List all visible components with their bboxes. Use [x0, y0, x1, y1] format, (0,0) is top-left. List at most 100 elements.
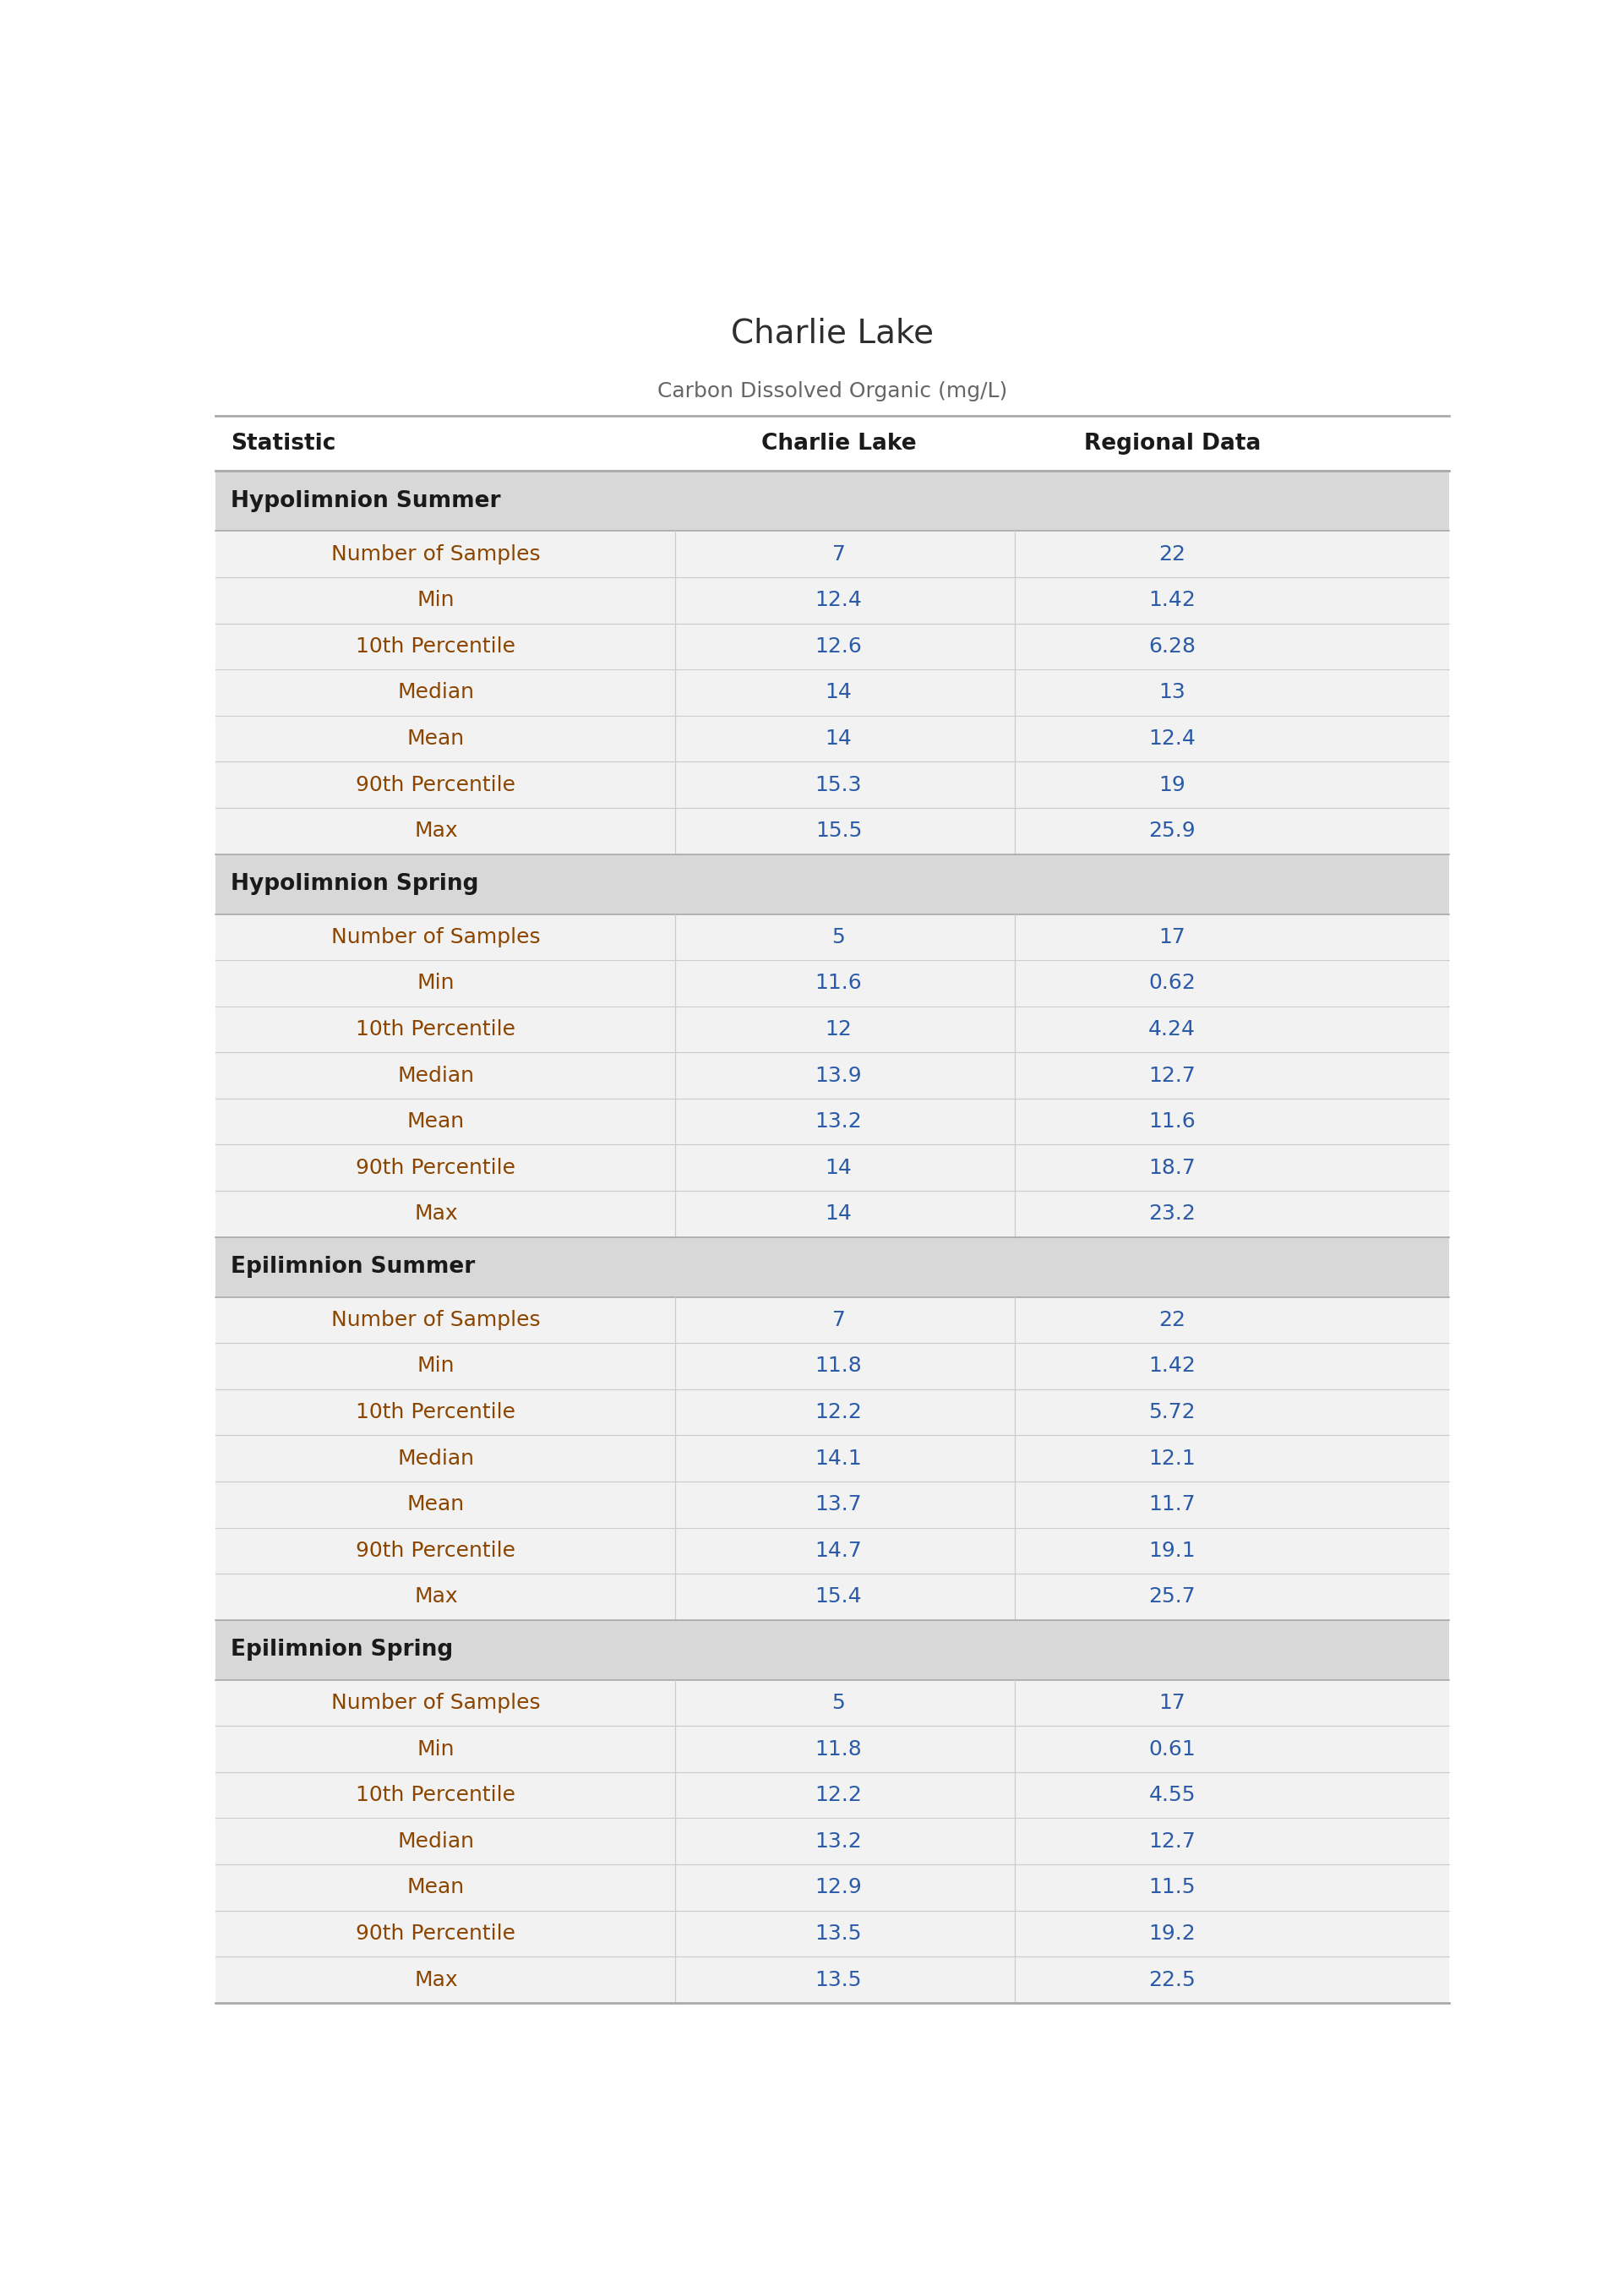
Bar [216, 670, 1449, 715]
Text: 22: 22 [1158, 545, 1186, 565]
Bar [216, 1237, 1449, 1296]
Text: 0.62: 0.62 [1148, 974, 1195, 994]
Text: Min: Min [417, 974, 455, 994]
Bar [216, 1773, 1449, 1818]
Text: 11.6: 11.6 [1148, 1112, 1195, 1133]
Bar [216, 808, 1449, 854]
Text: 0.61: 0.61 [1148, 1739, 1195, 1759]
Bar [216, 1573, 1449, 1621]
Text: 90th Percentile: 90th Percentile [356, 1158, 516, 1178]
Text: 25.9: 25.9 [1148, 822, 1195, 842]
Text: Epilimnion Summer: Epilimnion Summer [231, 1255, 476, 1278]
Text: 11.8: 11.8 [815, 1739, 862, 1759]
Text: Min: Min [417, 590, 455, 611]
Text: 1.42: 1.42 [1148, 1355, 1195, 1376]
Text: 13: 13 [1158, 683, 1186, 704]
Text: Mean: Mean [408, 729, 464, 749]
Text: Number of Samples: Number of Samples [331, 1310, 541, 1330]
Text: Median: Median [398, 683, 474, 704]
Text: 90th Percentile: 90th Percentile [356, 774, 516, 794]
Bar [216, 1099, 1449, 1144]
Text: 10th Percentile: 10th Percentile [356, 636, 516, 656]
Text: 13.5: 13.5 [815, 1970, 862, 1991]
Bar [216, 1053, 1449, 1099]
Text: 19.2: 19.2 [1148, 1923, 1195, 1943]
Text: 11.5: 11.5 [1148, 1877, 1195, 1898]
Bar [216, 763, 1449, 808]
Bar [216, 1725, 1449, 1773]
Text: Min: Min [417, 1739, 455, 1759]
Text: 13.2: 13.2 [815, 1112, 862, 1133]
Bar [216, 1911, 1449, 1957]
Text: Mean: Mean [408, 1112, 464, 1133]
Text: 15.3: 15.3 [815, 774, 862, 794]
Text: 12: 12 [825, 1019, 853, 1040]
Text: 7: 7 [831, 545, 846, 565]
Bar [216, 577, 1449, 624]
Bar [216, 1435, 1449, 1482]
Text: Carbon Dissolved Organic (mg/L): Carbon Dissolved Organic (mg/L) [658, 381, 1007, 402]
Bar [216, 1482, 1449, 1528]
Text: Median: Median [398, 1065, 474, 1085]
Text: 12.7: 12.7 [1148, 1065, 1195, 1085]
Text: 90th Percentile: 90th Percentile [356, 1541, 516, 1562]
Text: Min: Min [417, 1355, 455, 1376]
Text: 22: 22 [1158, 1310, 1186, 1330]
Bar [216, 960, 1449, 1006]
Text: 4.55: 4.55 [1148, 1784, 1195, 1805]
Text: 18.7: 18.7 [1148, 1158, 1195, 1178]
Text: Charlie Lake: Charlie Lake [762, 431, 916, 454]
Text: 25.7: 25.7 [1148, 1587, 1195, 1607]
Text: 7: 7 [831, 1310, 846, 1330]
Bar [216, 1864, 1449, 1911]
Text: 14.1: 14.1 [815, 1448, 862, 1469]
Text: 14: 14 [825, 729, 853, 749]
Text: 12.2: 12.2 [815, 1403, 862, 1423]
Text: 13.9: 13.9 [815, 1065, 862, 1085]
Text: 13.5: 13.5 [815, 1923, 862, 1943]
Text: 17: 17 [1158, 1693, 1186, 1714]
Text: 10th Percentile: 10th Percentile [356, 1784, 516, 1805]
Bar [216, 1818, 1449, 1864]
Text: Number of Samples: Number of Samples [331, 545, 541, 565]
Text: Hypolimnion Summer: Hypolimnion Summer [231, 490, 500, 513]
Text: Statistic: Statistic [231, 431, 336, 454]
Text: Max: Max [414, 822, 458, 842]
Text: 11.6: 11.6 [815, 974, 862, 994]
Bar [216, 531, 1449, 577]
Bar [216, 1528, 1449, 1573]
Bar [216, 1296, 1449, 1344]
Text: Regional Data: Regional Data [1083, 431, 1260, 454]
Bar [216, 415, 1449, 472]
Text: 10th Percentile: 10th Percentile [356, 1019, 516, 1040]
Bar [216, 1957, 1449, 2002]
Text: 14.7: 14.7 [815, 1541, 862, 1562]
Text: 13.2: 13.2 [815, 1832, 862, 1852]
Text: Mean: Mean [408, 1877, 464, 1898]
Bar [216, 1144, 1449, 1192]
Bar [216, 1006, 1449, 1053]
Text: 11.8: 11.8 [815, 1355, 862, 1376]
Text: 5: 5 [831, 926, 844, 947]
Text: 17: 17 [1158, 926, 1186, 947]
Bar [216, 1344, 1449, 1389]
Text: 19: 19 [1158, 774, 1186, 794]
Text: 22.5: 22.5 [1148, 1970, 1195, 1991]
Text: 15.5: 15.5 [815, 822, 862, 842]
Text: 5: 5 [831, 1693, 844, 1714]
Text: 19.1: 19.1 [1148, 1541, 1195, 1562]
Text: 12.1: 12.1 [1148, 1448, 1195, 1469]
Text: 14: 14 [825, 1158, 853, 1178]
Text: Median: Median [398, 1448, 474, 1469]
Text: 15.4: 15.4 [815, 1587, 862, 1607]
Text: Hypolimnion Spring: Hypolimnion Spring [231, 874, 479, 894]
Text: 14: 14 [825, 683, 853, 704]
Text: 13.7: 13.7 [815, 1494, 862, 1514]
Bar [216, 1389, 1449, 1435]
Text: 12.7: 12.7 [1148, 1832, 1195, 1852]
Text: Max: Max [414, 1203, 458, 1224]
Text: 4.24: 4.24 [1148, 1019, 1195, 1040]
Bar [216, 915, 1449, 960]
Bar [216, 624, 1449, 670]
Text: 11.7: 11.7 [1148, 1494, 1195, 1514]
